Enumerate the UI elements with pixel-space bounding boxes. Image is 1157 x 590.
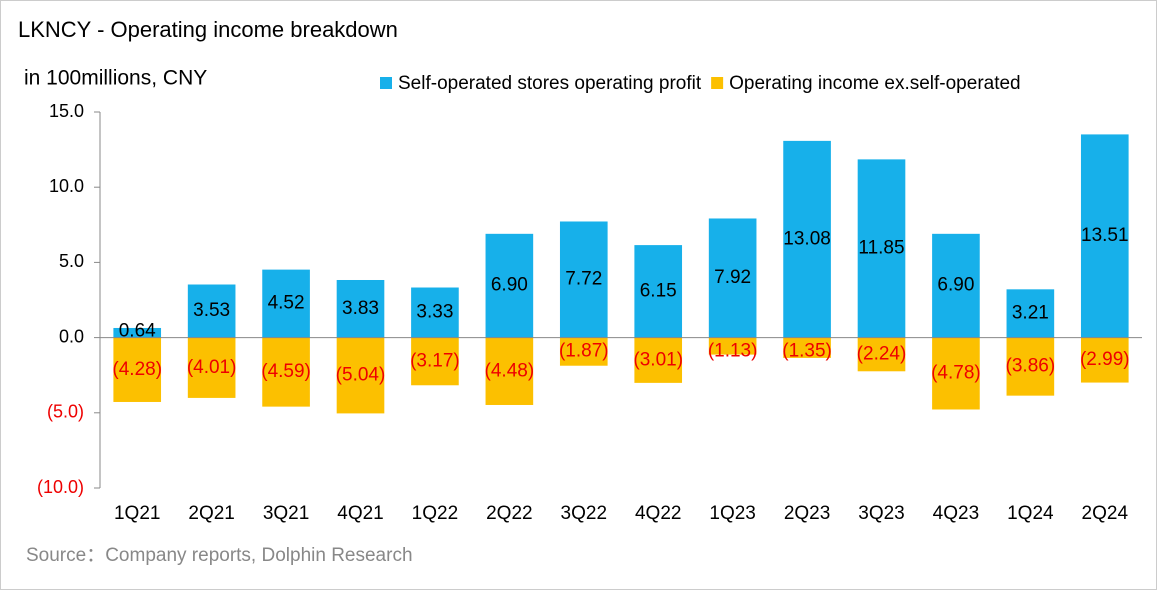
value-label: (2.24) bbox=[857, 343, 907, 364]
source: Source：Company reports, Dolphin Research bbox=[26, 545, 413, 566]
value-label: (1.87) bbox=[559, 341, 609, 362]
x-tick-label: 4Q22 bbox=[635, 503, 681, 524]
y-tick-label: (5.0) bbox=[47, 402, 84, 422]
x-tick-label: 1Q21 bbox=[114, 503, 160, 524]
value-label: 13.51 bbox=[1081, 225, 1129, 246]
value-label: (4.28) bbox=[112, 359, 162, 380]
bar bbox=[932, 233, 980, 338]
x-tick-label: 4Q21 bbox=[337, 503, 383, 524]
value-label: 4.52 bbox=[268, 293, 305, 314]
x-tick-label: 3Q21 bbox=[263, 503, 309, 524]
value-label: 6.15 bbox=[640, 280, 677, 301]
bar bbox=[485, 337, 534, 405]
bar bbox=[262, 269, 310, 338]
value-label: 6.90 bbox=[491, 275, 528, 296]
value-label: 13.08 bbox=[783, 228, 831, 249]
value-label: 7.72 bbox=[565, 269, 602, 290]
value-label: (3.17) bbox=[410, 350, 460, 371]
x-tick-label: 1Q24 bbox=[1007, 503, 1054, 524]
value-label: (3.01) bbox=[633, 349, 683, 370]
value-label: (1.13) bbox=[708, 341, 758, 362]
bar bbox=[1006, 289, 1055, 338]
bar bbox=[113, 337, 162, 402]
bar bbox=[857, 159, 906, 338]
value-label: 0.64 bbox=[119, 321, 156, 342]
bar bbox=[708, 218, 757, 338]
value-label: 6.90 bbox=[937, 275, 974, 296]
bar bbox=[783, 140, 831, 338]
x-tick-label: 4Q23 bbox=[933, 503, 979, 524]
value-label: (4.59) bbox=[261, 361, 311, 382]
x-tick-label: 1Q22 bbox=[412, 503, 458, 524]
bar bbox=[1080, 134, 1129, 338]
legend-swatch bbox=[380, 77, 392, 89]
x-tick-label: 3Q23 bbox=[858, 503, 904, 524]
legend-label: Operating income ex.self-operated bbox=[729, 73, 1021, 94]
x-tick-label: 1Q23 bbox=[709, 503, 755, 524]
bar bbox=[411, 337, 459, 386]
y-tick-label: 0.0 bbox=[59, 326, 84, 346]
value-label: 7.92 bbox=[714, 267, 751, 288]
x-tick-label: 3Q22 bbox=[561, 503, 607, 524]
y-tick-label: 10.0 bbox=[49, 176, 84, 196]
bar bbox=[187, 284, 236, 338]
x-tick-label: 2Q21 bbox=[188, 503, 234, 524]
x-tick-label: 2Q23 bbox=[784, 503, 830, 524]
y-tick-label: (10.0) bbox=[37, 477, 84, 497]
y-tick-label: 15.0 bbox=[49, 101, 84, 121]
bar bbox=[932, 337, 980, 410]
value-label: 3.21 bbox=[1012, 302, 1049, 323]
bar bbox=[559, 221, 608, 338]
legend-label: Self-operated stores operating profit bbox=[398, 73, 702, 94]
value-label: (2.99) bbox=[1080, 349, 1130, 370]
value-label: (4.01) bbox=[187, 357, 237, 378]
chart-subtitle: in 100millions, CNY bbox=[24, 67, 207, 90]
legend-swatch bbox=[711, 77, 724, 89]
bar bbox=[634, 337, 683, 383]
value-label: (4.48) bbox=[485, 360, 535, 381]
value-label: 11.85 bbox=[858, 238, 904, 259]
y-tick-label: 5.0 bbox=[59, 251, 84, 271]
x-tick-label: 2Q24 bbox=[1082, 503, 1129, 524]
bar bbox=[113, 327, 162, 338]
value-label: 3.83 bbox=[342, 298, 379, 319]
chart-title: LKNCY - Operating income breakdown bbox=[18, 17, 398, 42]
value-label: (1.35) bbox=[782, 341, 832, 362]
value-label: 3.53 bbox=[193, 300, 230, 321]
bar bbox=[559, 337, 608, 366]
value-label: 3.33 bbox=[416, 302, 453, 323]
bar bbox=[783, 337, 831, 358]
value-label: (3.86) bbox=[1006, 356, 1056, 377]
bar bbox=[708, 337, 757, 355]
bar bbox=[634, 245, 683, 338]
bar bbox=[187, 337, 236, 398]
bar bbox=[857, 337, 906, 372]
bar bbox=[262, 337, 310, 407]
bar bbox=[485, 233, 534, 338]
bar bbox=[1006, 337, 1055, 396]
value-label: (4.78) bbox=[931, 363, 981, 384]
bar bbox=[1080, 337, 1129, 383]
value-label: (5.04) bbox=[336, 365, 386, 386]
bar bbox=[336, 279, 385, 338]
bar bbox=[336, 337, 385, 414]
bar bbox=[411, 287, 459, 338]
x-tick-label: 2Q22 bbox=[486, 503, 532, 524]
